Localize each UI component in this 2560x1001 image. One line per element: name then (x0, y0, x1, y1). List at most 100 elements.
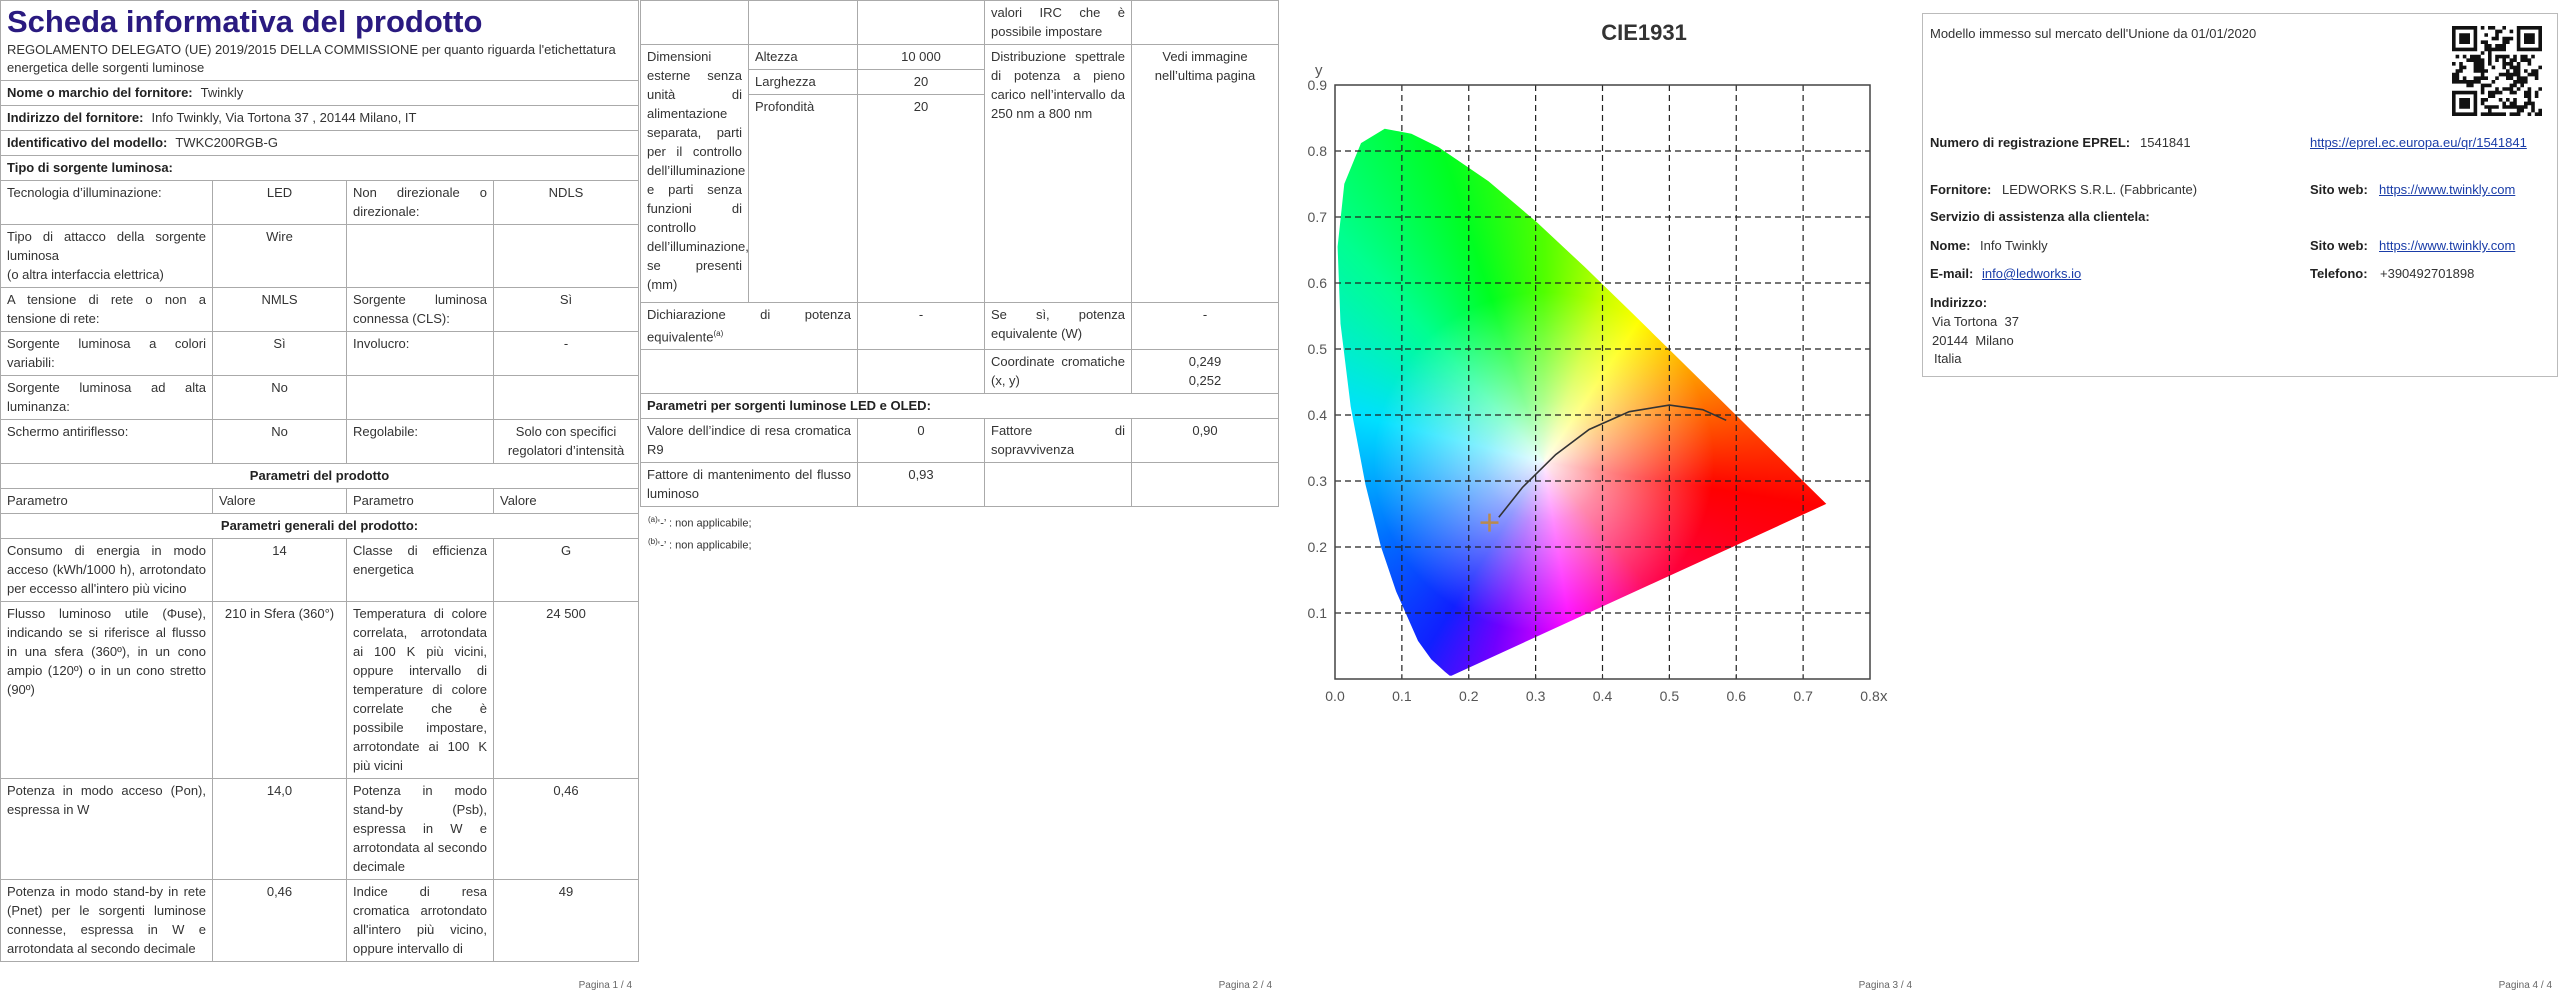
y-tick-label: 0.8 (1308, 143, 1328, 159)
field-label: Nome: (1930, 238, 1971, 253)
x-tick-label: 0.5 (1660, 688, 1680, 704)
column-header: Valore (212, 488, 347, 514)
cell: Schermo antiriflesso: (0, 419, 213, 464)
cell (1131, 0, 1279, 45)
column-header: Parametro (346, 488, 494, 514)
row: Parametro Valore Parametro Valore (0, 488, 640, 514)
cell: 0,93 (857, 462, 985, 508)
cell: Se sì, potenza equivalente (W) (984, 301, 1132, 351)
field-value: 1541841 (2140, 135, 2191, 150)
page: Scheda informativa del prodotto REGOLAMEN… (0, 0, 640, 1001)
section-heading: Parametri generali del prodotto: (0, 513, 640, 539)
cell: Fattore di mantenimento del flusso lumin… (640, 462, 858, 508)
row: Dichiarazione di potenza equivalente(a) … (640, 301, 1279, 351)
page-number: Pagina 2 / 4 (1218, 980, 1272, 991)
field-label: Indirizzo del fornitore: (7, 110, 144, 125)
cell: Indice di resa cromatica arrotondato all… (346, 879, 494, 962)
planckian-locus (1498, 404, 1727, 518)
field-label: Indirizzo: (1930, 295, 1988, 310)
field-value: TWKC200RGB-G (175, 135, 278, 150)
cell: A tensione di rete o non a tensione di r… (0, 287, 213, 332)
field-value: +390492701898 (2380, 266, 2475, 281)
field-value: Info Twinkly (1980, 238, 2048, 253)
cell: No (212, 375, 347, 420)
cell: Dichiarazione di potenza equivalente(a) (640, 301, 858, 351)
cell: Tecnologia d’illuminazione: (0, 180, 213, 225)
row: Sorgente luminosa ad alta luminanza: No (0, 375, 640, 420)
page: CIE1931 0.0 0.1 0.2 0.3 0.4 0.5 0.6 0.7 0.8 0.1 0.2… (1280, 0, 1920, 1001)
row: Larghezza 20 (641, 69, 1279, 95)
cell: G (492, 538, 640, 602)
section-heading: Servizio di assistenza alla clientela: (1930, 209, 2150, 224)
page-number: Pagina 1 / 4 (578, 980, 632, 991)
x-tick-label: 0.7 (1793, 688, 1813, 704)
cell: Indirizzo del fornitore: Info Twinkly, Vi… (0, 105, 640, 131)
section-heading: Tipo di sorgente luminosa: (0, 155, 640, 181)
cell: Potenza in modo stand-by in rete (Pnet) … (0, 879, 213, 962)
row: Sorgente luminosa a colori variabili: Sì I… (0, 331, 640, 376)
x-tick-label: 0.6 (1727, 688, 1747, 704)
website-link[interactable]: https://www.twinkly.com (2379, 182, 2516, 197)
cell: 49 (492, 879, 640, 962)
email-link[interactable]: info@ledworks.io (1982, 266, 2082, 281)
address-line: 20144 Milano (1932, 333, 2014, 348)
field-label: Telefono: (2310, 266, 2368, 281)
website-link[interactable]: https://www.twinkly.com (2379, 238, 2516, 253)
cell (640, 349, 858, 395)
row: Nome o marchio del fornitore: Twinkly (0, 80, 640, 106)
cell: valori IRC che è possibile impostare (984, 0, 1132, 45)
row: Parametri generali del prodotto: (0, 513, 640, 539)
y-axis-label: y (1315, 62, 1323, 79)
cell (346, 224, 494, 288)
column-header: Parametro (0, 488, 213, 514)
field-value: Twinkly (200, 85, 244, 100)
row: Parametri del prodotto (0, 463, 640, 489)
x-tick-label: 0.3 (1526, 688, 1546, 704)
x-tick-label: 0.1 (1392, 688, 1412, 704)
row: Valore dell’indice di resa cromatica R9 0… (640, 418, 1279, 464)
header-cell: Scheda informativa del prodotto REGOLAMEN… (0, 0, 640, 81)
cell: Sorgente luminosa connessa (CLS): (346, 287, 494, 332)
cell: NMLS (212, 287, 347, 332)
x-tick-label: 0.2 (1459, 688, 1479, 704)
cell: 0,46 (212, 879, 347, 962)
x-axis-label: x (1880, 688, 1888, 705)
page: Modello immesso sul mercato dell'Unione … (1920, 0, 2560, 1001)
field-label: Fornitore: (1930, 182, 1992, 197)
cell (857, 349, 985, 395)
cell: Sì (492, 287, 640, 332)
product-table: valori IRC che è possibile impostare Dim… (640, 0, 1279, 508)
x-tick-label: 0.8 (1860, 688, 1880, 704)
cell-text: Dichiarazione di potenza equivalente (647, 307, 851, 345)
cell: - (857, 301, 985, 351)
cell: Vedi immagine nell’ultima pagina (1131, 44, 1279, 303)
cell: Flusso luminoso utile (Φuse), indicando … (0, 601, 213, 779)
y-tick-label: 0.7 (1308, 209, 1328, 225)
row: Schermo antiriflesso: No Regolabile: Solo c… (0, 419, 640, 464)
cell: Regolabile: (346, 419, 494, 464)
document-title: Scheda informativa del prodotto (7, 4, 483, 39)
cell: Coordinate cromatiche (x, y) (984, 349, 1132, 395)
page: valori IRC che è possibile impostare Dim… (640, 0, 1280, 1001)
cell: Involucro: (346, 331, 494, 376)
qr-code (2452, 26, 2542, 116)
cell: Valore dell’indice di resa cromatica R9 (640, 418, 858, 464)
y-tick-label: 0.1 (1308, 605, 1328, 621)
cell: Sorgente luminosa ad alta luminanza: (0, 375, 213, 420)
y-tick-label: 0.6 (1308, 275, 1328, 291)
cell: 0,90 (1131, 418, 1279, 464)
y-tick-label: 0.3 (1308, 473, 1328, 489)
cell: 14 (212, 538, 347, 602)
note-ref: (a) (713, 329, 724, 338)
eprel-link[interactable]: https://eprel.ec.europa.eu/qr/1541841 (2310, 135, 2527, 150)
row: Coordinate cromatiche (x, y) 0,249 0,252 (640, 349, 1279, 395)
cell: 20 (857, 69, 985, 95)
row: Tipo di attacco della sorgente luminosa … (0, 224, 640, 288)
field-label: Nome o marchio del fornitore: (7, 85, 193, 100)
row: Consumo di energia in modo acceso (kWh/1… (0, 538, 640, 602)
diagram-title: CIE1931 (1601, 20, 1687, 45)
cell (748, 0, 858, 45)
address-line: Via Tortona 37 (1932, 314, 2019, 329)
cell: 0 (857, 418, 985, 464)
